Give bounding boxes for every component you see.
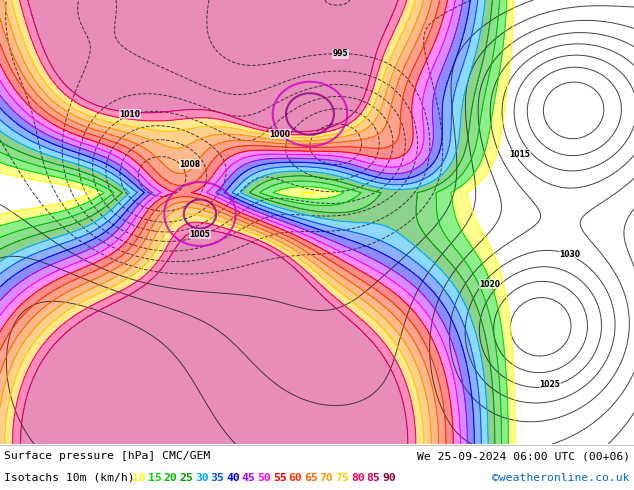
Text: 25: 25	[179, 472, 193, 483]
Text: 35: 35	[210, 472, 224, 483]
Text: 1000: 1000	[269, 129, 290, 139]
Text: 20: 20	[164, 472, 178, 483]
Text: We 25-09-2024 06:00 UTC (00+06): We 25-09-2024 06:00 UTC (00+06)	[417, 451, 630, 462]
Text: 10: 10	[133, 472, 146, 483]
Text: 1020: 1020	[479, 279, 500, 289]
Text: 90: 90	[382, 472, 396, 483]
Text: 15: 15	[148, 472, 162, 483]
Text: 45: 45	[242, 472, 256, 483]
Text: 80: 80	[351, 472, 365, 483]
Text: 55: 55	[273, 472, 287, 483]
Text: 75: 75	[335, 472, 349, 483]
Text: 50: 50	[257, 472, 271, 483]
Text: 85: 85	[366, 472, 380, 483]
Text: Isotachs 10m (km/h): Isotachs 10m (km/h)	[4, 472, 134, 483]
Text: 1030: 1030	[559, 249, 581, 259]
Text: ©weatheronline.co.uk: ©weatheronline.co.uk	[493, 472, 630, 483]
Text: 1015: 1015	[510, 149, 531, 158]
Text: 1010: 1010	[119, 109, 141, 119]
Text: 60: 60	[288, 472, 302, 483]
Text: 1005: 1005	[190, 229, 210, 239]
Text: 65: 65	[304, 472, 318, 483]
Text: 995: 995	[332, 49, 348, 58]
Text: Surface pressure [hPa] CMC/GEM: Surface pressure [hPa] CMC/GEM	[4, 451, 210, 462]
Text: 1008: 1008	[179, 160, 200, 169]
Text: 30: 30	[195, 472, 209, 483]
Text: 40: 40	[226, 472, 240, 483]
Text: 70: 70	[320, 472, 333, 483]
Text: 1025: 1025	[540, 379, 560, 389]
